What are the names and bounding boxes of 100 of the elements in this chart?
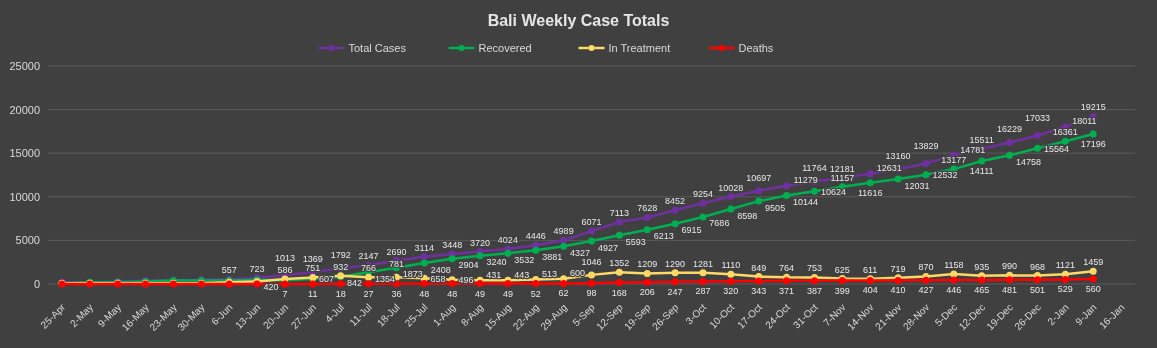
point [727, 205, 735, 213]
data-label: 404 [862, 285, 878, 296]
data-label: 932 [333, 261, 349, 272]
data-label: 481 [1002, 284, 1018, 295]
data-label: 1013 [274, 253, 295, 264]
point [783, 182, 791, 190]
point [727, 270, 735, 278]
legend-label: In Treatment [608, 42, 671, 54]
data-label: 49 [475, 288, 486, 299]
point [755, 277, 763, 285]
data-label: 11157 [830, 172, 855, 183]
data-label: 935 [974, 261, 990, 272]
point [420, 253, 428, 261]
data-label: 12532 [932, 170, 958, 181]
data-label: 247 [667, 286, 683, 297]
point [866, 179, 874, 187]
data-label: 990 [1002, 261, 1018, 272]
point [950, 276, 958, 284]
data-label: 968 [1029, 261, 1045, 272]
data-label: 19215 [1080, 102, 1106, 113]
data-label: 98 [586, 288, 597, 299]
point [755, 197, 763, 205]
data-label: 7113 [609, 207, 630, 218]
data-label: 17196 [1080, 139, 1106, 150]
data-label: 723 [249, 263, 265, 274]
data-label: 4446 [525, 231, 546, 242]
point [1089, 275, 1097, 283]
data-label: 611 [863, 264, 878, 275]
data-label: 48 [419, 288, 430, 299]
legend-label: Deaths [738, 42, 774, 54]
data-label: 7 [282, 288, 288, 299]
point [476, 280, 484, 288]
point [922, 276, 930, 284]
data-label: 15564 [1043, 143, 1069, 154]
data-label: 849 [751, 262, 767, 273]
data-label: 399 [834, 285, 850, 296]
data-label: 4024 [497, 234, 518, 245]
data-label: 12631 [876, 163, 902, 174]
y-tick-label: 5000 [15, 234, 40, 247]
data-label: 11764 [802, 163, 827, 174]
point [922, 171, 930, 179]
data-label: 446 [946, 285, 962, 296]
data-label: 10697 [746, 172, 772, 183]
data-label: 343 [751, 286, 767, 297]
data-label: 6915 [681, 225, 702, 236]
point [978, 276, 986, 284]
data-label: 6071 [581, 217, 602, 228]
data-label: 1209 [637, 259, 658, 270]
point [1089, 267, 1097, 275]
data-label: 11 [308, 288, 318, 299]
data-label: 168 [611, 287, 627, 298]
data-label: 513 [542, 269, 558, 280]
y-tick-label: 20000 [9, 103, 40, 116]
y-tick-label: 10000 [9, 190, 40, 203]
data-label: 12031 [904, 180, 930, 191]
data-label: 13177 [941, 155, 967, 166]
point [699, 213, 707, 221]
data-label: 15511 [969, 134, 994, 145]
data-label: 443 [514, 269, 530, 280]
data-label: 2904 [458, 260, 479, 271]
data-label: 719 [890, 263, 906, 274]
data-label: 13160 [885, 151, 911, 162]
data-label: 1873 [402, 269, 423, 280]
data-label: 287 [695, 286, 711, 297]
point [1006, 276, 1014, 284]
point [1006, 138, 1014, 146]
point [281, 280, 289, 288]
data-label: 410 [890, 285, 906, 296]
data-label: 10624 [820, 186, 846, 197]
point [504, 280, 512, 288]
point [950, 270, 958, 278]
point [560, 242, 568, 250]
data-label: 9505 [765, 202, 786, 213]
data-label: 4989 [553, 226, 574, 237]
point [1033, 276, 1041, 284]
point [476, 252, 484, 260]
point [783, 277, 791, 285]
data-label: 529 [1057, 284, 1073, 295]
point [420, 280, 428, 288]
data-label: 3448 [442, 239, 463, 250]
data-label: 12181 [829, 163, 855, 174]
point [699, 278, 707, 285]
data-label: 6213 [653, 231, 674, 242]
data-label: 49 [502, 288, 513, 299]
data-label: 4927 [597, 242, 618, 253]
point [671, 278, 679, 286]
data-label: 18 [335, 288, 346, 299]
point [615, 218, 623, 226]
point [810, 187, 818, 195]
point [365, 280, 373, 288]
point [615, 268, 623, 276]
point [1089, 130, 1097, 138]
data-label: 753 [806, 263, 822, 274]
point [922, 159, 930, 167]
data-label: 3114 [414, 242, 434, 253]
point [560, 279, 568, 287]
point [699, 269, 707, 277]
y-tick-label: 25000 [9, 60, 40, 72]
point [643, 269, 651, 277]
point [420, 259, 428, 267]
